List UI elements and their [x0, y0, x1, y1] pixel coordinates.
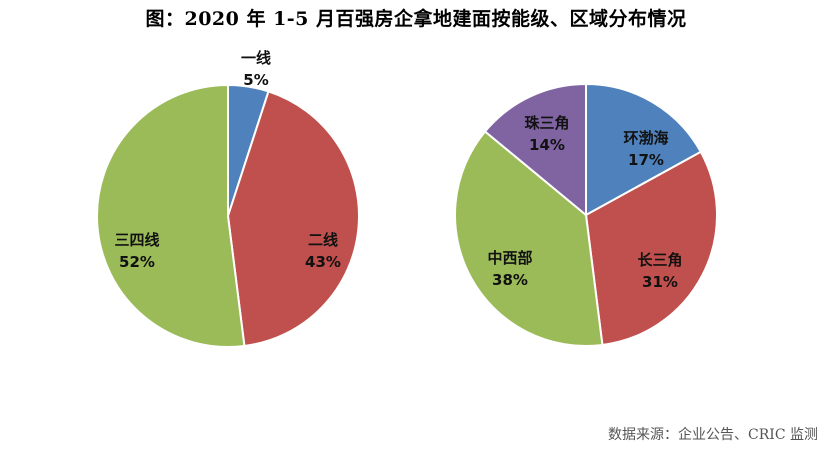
slice-label: 珠三角: [524, 114, 569, 132]
slice-value-label: 31%: [642, 273, 678, 291]
slice-value-label: 17%: [628, 151, 664, 169]
pie-slice-二线: [226, 90, 360, 348]
pie-slice-环渤海: [585, 82, 703, 217]
pie-chart-region: 环渤海 17% 长三角 31% 中西部 38% 珠三角 14%: [454, 82, 718, 347]
slice-value-label: 14%: [529, 136, 565, 154]
slice-value-label: 5%: [243, 71, 268, 89]
pie-slice-三四线: [96, 83, 246, 348]
pie-chart-tier: 一线 5% 二线 43% 三四线 52%: [96, 49, 360, 348]
slice-label: 长三角: [637, 251, 682, 269]
slice-value-label: 43%: [305, 253, 341, 271]
pie-slice-长三角: [584, 150, 718, 347]
slice-label: 中西部: [487, 249, 532, 267]
slice-value-label: 38%: [492, 271, 528, 289]
pie-slice-珠三角: [483, 82, 587, 218]
slice-label: 一线: [241, 49, 271, 67]
data-source: 数据来源：企业公告、CRIC 监测: [608, 427, 818, 443]
slice-label: 三四线: [114, 231, 159, 249]
chart-title: 图：2020 年 1-5 月百强房企拿地建面按能级、区域分布情况: [145, 8, 687, 30]
slice-label: 环渤海: [623, 129, 668, 147]
pie-slice-中西部: [454, 130, 604, 347]
slice-value-label: 52%: [119, 253, 155, 271]
slice-label: 二线: [308, 231, 338, 249]
